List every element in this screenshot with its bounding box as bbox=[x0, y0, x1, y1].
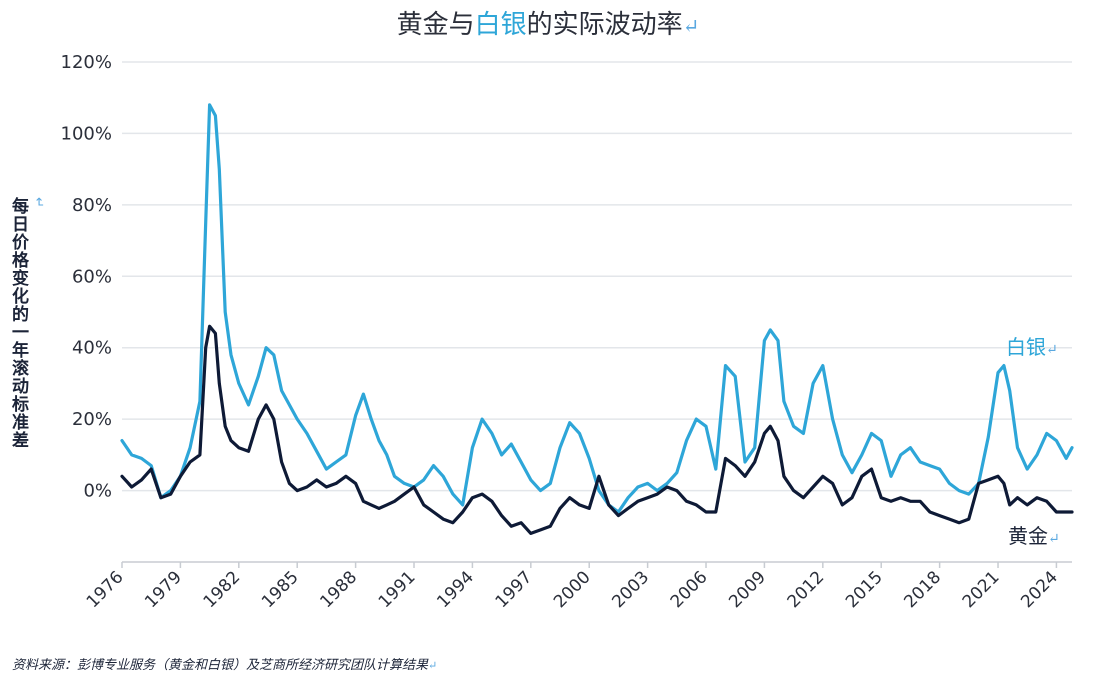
x-tick-label: 1997 bbox=[492, 567, 537, 612]
source-text: 资料来源：彭博专业服务（黄金和白银）及芝商所经济研究团队计算结果 bbox=[12, 658, 429, 673]
x-tick-label: 2003 bbox=[608, 567, 653, 612]
chart-title: 黄金与白银的实际波动率↵ bbox=[0, 4, 1096, 41]
x-tick-label: 1976 bbox=[83, 567, 128, 612]
y-tick-labels: 120% 100% 80% 60% 40% 20% 0% bbox=[61, 52, 112, 502]
gold-label-mark: ↵ bbox=[1048, 531, 1060, 547]
gold-series-label: 黄金↵ bbox=[1008, 520, 1060, 549]
silver-series-label: 白银↵ bbox=[1006, 331, 1058, 360]
y-tick-label: 20% bbox=[72, 409, 112, 430]
y-tick-label: 0% bbox=[83, 481, 112, 502]
y-tick-label: 80% bbox=[72, 195, 112, 216]
grid-lines bbox=[122, 61, 1072, 563]
x-tick-label: 1994 bbox=[433, 567, 478, 612]
source-mark: ↵ bbox=[428, 659, 438, 672]
x-tick-label: 2021 bbox=[959, 567, 1004, 612]
silver-series-line bbox=[120, 103, 1074, 514]
silver-label-mark: ↵ bbox=[1046, 342, 1058, 358]
x-tick-label: 1991 bbox=[375, 567, 420, 612]
y-tick-label: 120% bbox=[61, 52, 112, 73]
x-tick-label: 1982 bbox=[200, 567, 245, 612]
x-tick-label: 2006 bbox=[667, 567, 712, 612]
x-tick-label: 1979 bbox=[141, 567, 186, 612]
x-tick-label: 1985 bbox=[258, 567, 303, 612]
x-tick-label: 2024 bbox=[1017, 567, 1062, 612]
title-highlight: 白银 bbox=[474, 10, 527, 40]
gold-label-text: 黄金 bbox=[1008, 524, 1048, 548]
x-tick-labels: 1976 1979 1982 1985 1988 1991 1994 1997 2000 2003… bbox=[83, 562, 1062, 612]
title-prefix: 黄金与 bbox=[396, 10, 475, 40]
source-note: 资料来源：彭博专业服务（黄金和白银）及芝商所经济研究团队计算结果↵ bbox=[12, 654, 437, 673]
x-tick-label: 2012 bbox=[784, 567, 829, 612]
x-tick-label: 2015 bbox=[842, 567, 887, 612]
title-suffix: 的实际波动率 bbox=[526, 10, 683, 40]
y-tick-label: 60% bbox=[72, 266, 112, 287]
series-lines bbox=[120, 103, 1074, 535]
silver-label-text: 白银 bbox=[1006, 335, 1046, 359]
x-tick-label: 2018 bbox=[900, 567, 945, 612]
gold-series-line bbox=[120, 324, 1074, 535]
y-tick-label: 40% bbox=[72, 338, 112, 359]
y-tick-label: 100% bbox=[61, 123, 112, 144]
x-tick-label: 2000 bbox=[550, 567, 595, 612]
title-return-mark: ↵ bbox=[682, 14, 700, 38]
x-tick-label: 1988 bbox=[316, 567, 361, 612]
x-tick-label: 2009 bbox=[725, 567, 770, 612]
